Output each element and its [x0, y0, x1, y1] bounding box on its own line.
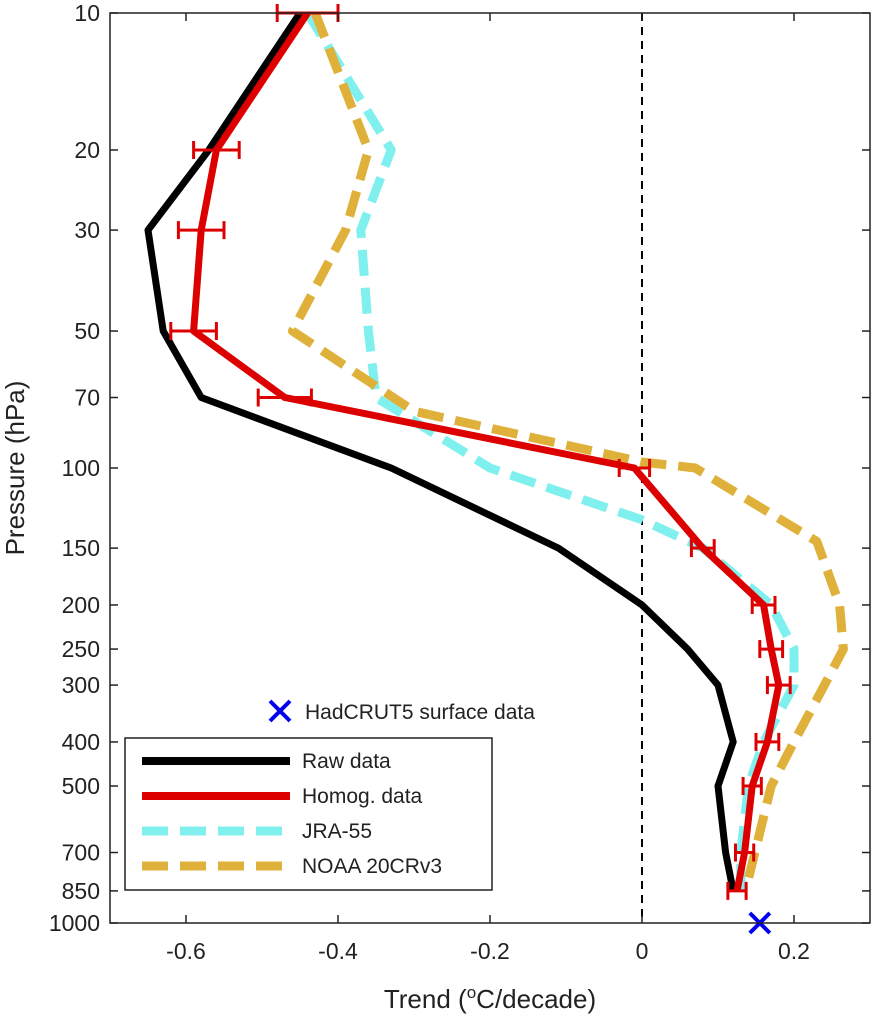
x-tick-label: -0.6: [166, 938, 206, 964]
y-tick-label: 300: [62, 672, 100, 698]
y-tick-label: 200: [62, 592, 100, 618]
hadcrut5-legend-symbol: [268, 699, 292, 723]
x-axis-title-prefix: Trend (: [384, 984, 467, 1014]
x-axis-title-sup: o: [467, 983, 476, 1002]
legend-x-b: [268, 699, 292, 723]
y-tick-label: 100: [62, 455, 100, 481]
x-tick-label: -0.2: [470, 938, 510, 964]
x-tick-label: 0.2: [778, 938, 810, 964]
y-tick-label: 400: [62, 729, 100, 755]
y-tick-label: 1000: [49, 910, 100, 936]
error-bar-6: [689, 539, 716, 558]
series-line-1: [190, 13, 783, 892]
error-bar-13: [726, 881, 748, 900]
y-tick-label: 10: [74, 0, 100, 26]
y-tick-label: 500: [62, 773, 100, 799]
series-line-0: [144, 13, 737, 892]
error-bar-8: [758, 640, 785, 659]
error-bar-1: [192, 140, 241, 159]
legend-label: Homog. data: [302, 785, 423, 808]
legend: HadCRUT5 surface data Raw data Homog. data…: [124, 699, 535, 891]
plot-area: [144, 4, 848, 935]
error-bar-5: [617, 459, 652, 477]
y-tick-label: 50: [74, 318, 100, 344]
error-bar-10: [754, 732, 781, 751]
error-bar-4: [256, 388, 313, 407]
x-axis-title: Trend (oC/decade): [384, 983, 596, 1014]
error-bar-12: [733, 843, 756, 862]
y-tick-label: 20: [74, 137, 100, 163]
error-bar-11: [741, 777, 763, 796]
legend-label: NOAA 20CRv3: [302, 855, 442, 878]
x-tick-label: -0.4: [318, 938, 358, 964]
error-bar-3: [169, 322, 218, 341]
y-tick-label: 700: [62, 840, 100, 866]
x-axis-title-suffix: C/decade): [476, 984, 596, 1014]
y-tick-label: 250: [62, 636, 100, 662]
error-bar-7: [750, 595, 777, 614]
error-bar-2: [176, 221, 226, 240]
y-axis-title: Pressure (hPa): [0, 381, 30, 556]
x-tick-label: 0: [636, 938, 649, 964]
y-tick-label: 70: [74, 385, 100, 411]
series-line-3: [287, 13, 848, 880]
legend-label: JRA-55: [302, 820, 372, 843]
y-tick-label: 30: [74, 217, 100, 243]
hadcrut5-legend-label: HadCRUT5 surface data: [305, 701, 535, 724]
legend-label: Raw data: [302, 750, 391, 773]
y-tick-label: 850: [62, 878, 100, 904]
y-tick-label: 150: [62, 535, 100, 561]
error-bar-9: [765, 676, 792, 695]
